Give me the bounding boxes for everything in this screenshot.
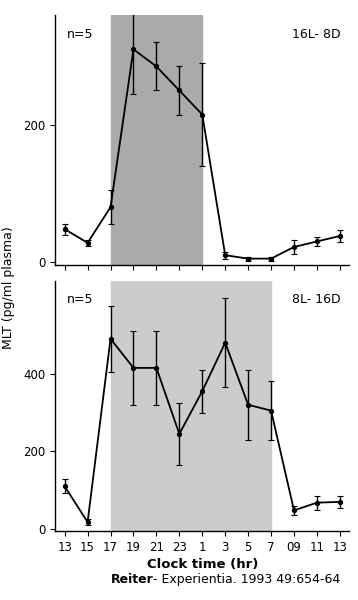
Text: n=5: n=5 <box>67 28 94 41</box>
X-axis label: Clock time (hr): Clock time (hr) <box>146 558 258 571</box>
Text: 8L- 16D: 8L- 16D <box>292 293 340 306</box>
Text: Reiter: Reiter <box>111 573 154 586</box>
Bar <box>111 15 202 265</box>
Text: - Experientia. 1993 49:654-64: - Experientia. 1993 49:654-64 <box>149 573 340 586</box>
Text: MLT (pg/ml plasma): MLT (pg/ml plasma) <box>3 227 15 349</box>
Text: 16L- 8D: 16L- 8D <box>292 28 340 41</box>
Text: n=5: n=5 <box>67 293 94 306</box>
Bar <box>111 281 271 531</box>
